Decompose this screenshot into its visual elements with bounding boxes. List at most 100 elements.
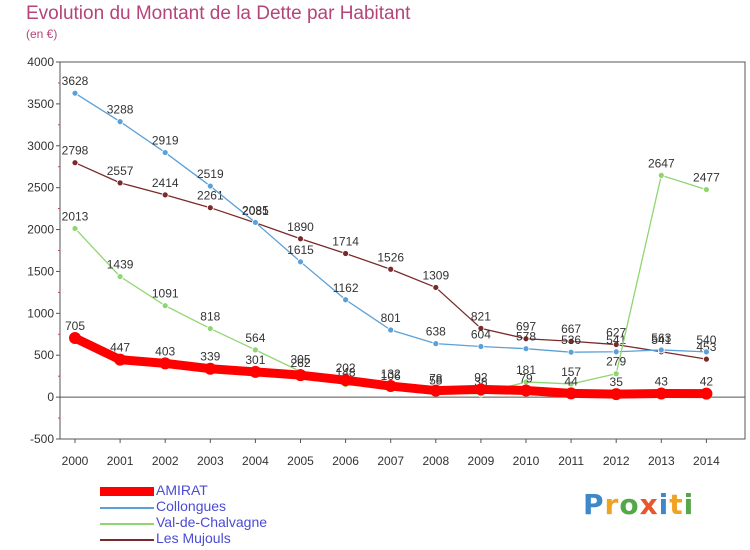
legend-label-collongues: Collongues	[156, 498, 227, 514]
data-point-amirat	[700, 387, 713, 400]
data-point-val-de-chalvagne	[161, 302, 169, 310]
data-point-val-de-chalvagne	[71, 225, 79, 232]
y-tick-label: 2500	[27, 181, 54, 195]
legend-swatch-collongues	[100, 507, 154, 509]
y-tick-label: 500	[34, 348, 54, 362]
data-label-collongues: 2085	[242, 203, 269, 217]
data-point-collongues	[657, 346, 665, 354]
data-label-val-de-chalvagne: 1439	[107, 258, 134, 272]
data-label-val-de-chalvagne: 1091	[152, 287, 179, 301]
x-tick-label: 2009	[468, 454, 495, 468]
data-label-val-de-chalvagne: 305	[290, 353, 310, 367]
data-point-val-de-chalvagne	[251, 346, 259, 354]
data-label-collongues: 563	[651, 331, 671, 345]
data-point-les-mujouls	[432, 284, 440, 291]
legend-swatch-val-de-chalvagne	[100, 523, 154, 525]
data-point-amirat	[610, 388, 623, 401]
x-tick-label: 2003	[197, 454, 224, 468]
x-tick-label: 2008	[422, 454, 449, 468]
data-label-val-de-chalvagne: 2013	[62, 209, 89, 223]
data-label-collongues: 578	[516, 330, 536, 344]
data-label-val-de-chalvagne: 58	[429, 373, 443, 387]
data-label-val-de-chalvagne: 157	[561, 365, 581, 379]
data-label-collongues: 541	[606, 333, 626, 347]
data-point-collongues	[703, 348, 710, 356]
data-point-amirat	[69, 332, 81, 345]
data-label-les-mujouls: 2557	[107, 164, 134, 178]
y-tick-label: 1000	[27, 306, 54, 320]
x-tick-label: 2002	[152, 454, 179, 468]
data-label-amirat: 447	[110, 341, 130, 355]
chart-title: Evolution du Montant de la Dette par Hab…	[26, 3, 411, 24]
data-point-val-de-chalvagne	[612, 370, 620, 378]
data-label-les-mujouls: 2798	[62, 144, 89, 158]
data-point-collongues	[116, 118, 124, 126]
data-label-les-mujouls: 453	[696, 340, 716, 354]
data-label-amirat: 43	[655, 375, 669, 389]
data-label-val-de-chalvagne: 279	[606, 355, 626, 369]
y-tick-label: 1500	[27, 264, 54, 278]
x-tick-label: 2010	[513, 454, 540, 468]
y-tick-label: 0	[47, 390, 54, 404]
data-point-collongues	[387, 326, 395, 334]
data-point-les-mujouls	[342, 250, 350, 257]
data-label-val-de-chalvagne: 2477	[693, 171, 720, 185]
legend-label-val-de-chalvagne: Val-de-Chalvagne	[156, 514, 268, 530]
data-point-les-mujouls	[297, 235, 304, 243]
data-point-amirat	[159, 357, 172, 370]
data-point-collongues	[297, 258, 304, 266]
data-label-collongues: 638	[426, 325, 446, 339]
x-tick-label: 2011	[558, 454, 584, 468]
data-label-amirat: 92	[474, 370, 488, 384]
data-point-amirat	[339, 374, 352, 387]
data-point-amirat	[655, 387, 668, 400]
data-label-collongues: 801	[381, 311, 401, 325]
data-point-collongues	[71, 89, 79, 97]
data-point-amirat	[565, 387, 578, 400]
data-label-val-de-chalvagne: 818	[200, 310, 220, 324]
data-point-les-mujouls	[522, 335, 530, 343]
data-point-les-mujouls	[161, 191, 169, 199]
data-label-les-mujouls: 1526	[377, 250, 404, 264]
data-point-val-de-chalvagne	[116, 273, 124, 280]
y-tick-label: -500	[30, 432, 54, 446]
data-point-les-mujouls	[387, 265, 395, 273]
data-point-amirat	[429, 384, 442, 397]
data-label-amirat: 202	[336, 361, 356, 375]
data-label-collongues: 604	[471, 328, 491, 342]
data-point-amirat	[249, 365, 262, 378]
y-tick-label: 2000	[27, 223, 54, 237]
legend-label-amirat: AMIRAT	[156, 482, 208, 498]
data-label-les-mujouls: 2081	[242, 204, 269, 218]
data-label-amirat: 78	[429, 372, 443, 386]
data-label-les-mujouls: 1309	[422, 268, 449, 282]
data-point-collongues	[567, 348, 575, 356]
data-label-amirat: 339	[200, 350, 220, 364]
data-label-les-mujouls: 667	[561, 322, 581, 336]
data-point-amirat	[204, 362, 217, 375]
data-point-les-mujouls	[116, 179, 124, 187]
data-label-val-de-chalvagne: 564	[245, 331, 265, 345]
data-label-amirat: 705	[65, 319, 85, 333]
data-point-amirat	[294, 369, 307, 382]
data-label-amirat: 403	[155, 344, 175, 358]
x-tick-label: 2013	[648, 454, 675, 468]
data-label-collongues: 2519	[197, 167, 224, 181]
data-label-amirat: 42	[700, 375, 714, 389]
data-label-les-mujouls: 2414	[152, 176, 179, 190]
data-point-val-de-chalvagne	[657, 171, 665, 179]
data-point-collongues	[251, 219, 259, 226]
data-label-collongues: 2919	[152, 134, 179, 148]
data-label-amirat: 35	[610, 375, 624, 389]
data-point-collongues	[432, 340, 440, 348]
data-label-val-de-chalvagne: 2647	[648, 156, 675, 170]
data-point-val-de-chalvagne	[206, 325, 214, 332]
data-point-val-de-chalvagne	[567, 380, 575, 388]
data-label-les-mujouls: 541	[651, 333, 671, 347]
x-tick-label: 2007	[377, 454, 404, 468]
data-point-amirat	[474, 383, 487, 396]
data-point-amirat	[114, 353, 127, 366]
x-tick-label: 2006	[332, 454, 359, 468]
data-label-amirat: 79	[519, 371, 533, 385]
